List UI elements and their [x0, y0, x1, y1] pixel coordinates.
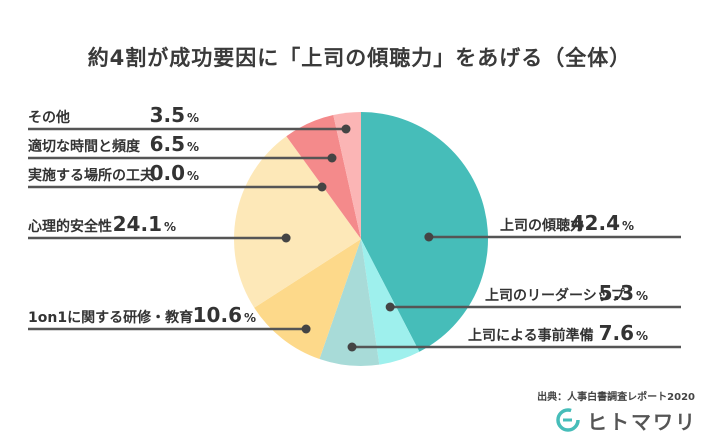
- chart-title: 約4割が成功要因に「上司の傾聴力」をあげる（全体）: [87, 46, 632, 70]
- category-label: 上司のリーダーシップ: [485, 287, 626, 304]
- value-label: 6.5: [150, 132, 185, 156]
- percent-sign: %: [244, 311, 256, 325]
- leader-dot: [281, 233, 291, 243]
- leader-dot: [327, 153, 337, 163]
- percent-sign: %: [636, 289, 648, 303]
- pie-slice: [319, 239, 380, 366]
- value-label: 0.0: [150, 161, 185, 185]
- category-label: 適切な時間と頻度: [28, 138, 141, 155]
- leader-dot: [317, 182, 327, 192]
- percent-sign: %: [622, 219, 634, 233]
- value-label: 5.3: [599, 281, 634, 305]
- pie-slice: [234, 136, 361, 308]
- category-label: 上司による事前準備: [468, 327, 594, 344]
- pie-slice: [361, 239, 420, 365]
- category-label: 心理的安全性: [28, 218, 112, 235]
- category-label: 上司の傾聴力: [500, 217, 584, 234]
- value-label: 42.4: [571, 211, 620, 235]
- hitomawari-logo-icon: [556, 408, 580, 432]
- category-label: 1on1に関する研修・教育: [28, 309, 193, 326]
- percent-sign: %: [187, 111, 199, 125]
- source-note: 出典：人事白書調査レポート2020: [537, 392, 695, 403]
- value-label: 7.6: [599, 321, 634, 345]
- value-label: 24.1: [113, 212, 162, 236]
- value-label: 10.6: [193, 303, 242, 327]
- brand-logo: ヒトマワリ: [555, 406, 697, 434]
- percent-sign: %: [636, 329, 648, 343]
- leader-dot: [341, 124, 351, 134]
- category-label: 実施する場所の工夫: [28, 167, 155, 184]
- leader-dot: [347, 342, 357, 352]
- percent-sign: %: [187, 169, 199, 183]
- pie-slice: [333, 112, 361, 239]
- value-label: 3.5: [150, 103, 185, 127]
- leader-dot: [424, 232, 434, 242]
- category-label: その他: [28, 109, 70, 126]
- leader-dot: [301, 324, 311, 334]
- leader-dot: [385, 302, 395, 312]
- pie-slice: [286, 115, 361, 239]
- brand-name: ヒトマワリ: [587, 409, 697, 434]
- percent-sign: %: [187, 140, 199, 154]
- percent-sign: %: [164, 220, 176, 234]
- pie-slice: [361, 112, 488, 352]
